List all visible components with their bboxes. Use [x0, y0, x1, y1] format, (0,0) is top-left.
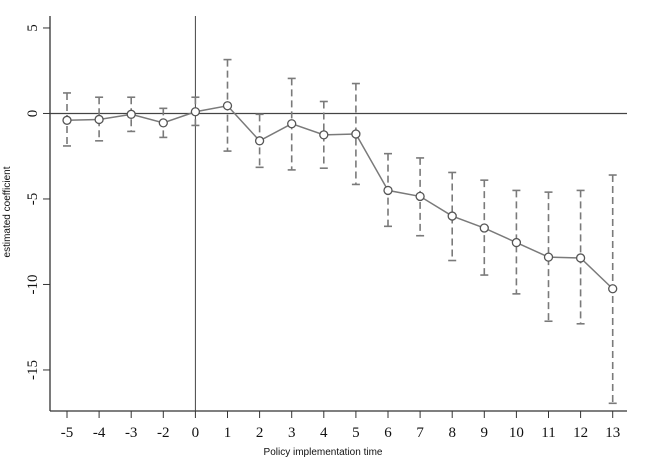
data-point	[62, 115, 72, 125]
y-tick-label: -5	[25, 193, 41, 206]
data-point	[447, 211, 457, 221]
x-tick-label: -5	[61, 425, 74, 441]
y-axis-title: estimated coefficient	[2, 166, 13, 257]
x-axis-ticks: -5 -4 -3 -2 0 1 2 3 4 5 6 7 8 9 10 11 12 13	[61, 411, 620, 441]
x-tick-label: 5	[352, 425, 360, 441]
data-point	[383, 185, 393, 196]
x-axis-title: Policy implementation time	[264, 447, 383, 458]
data-point	[158, 118, 168, 128]
series-line-group	[66, 104, 614, 290]
y-tick-label: -15	[25, 360, 41, 380]
x-tick-label: 0	[192, 425, 200, 441]
x-tick-label: 11	[541, 425, 555, 441]
y-axis-ticks: 5 0 -5 -10 -15	[25, 24, 50, 380]
confidence-intervals	[63, 58, 617, 405]
x-tick-label: 2	[256, 425, 264, 441]
reference-lines	[50, 16, 627, 411]
x-tick-label: 3	[288, 425, 296, 441]
x-tick-label: 1	[224, 425, 232, 441]
x-tick-label: 12	[573, 425, 588, 441]
y-tick-label: 0	[25, 110, 41, 118]
data-point	[319, 130, 329, 140]
x-tick-label: 6	[384, 425, 392, 441]
data-point	[94, 114, 104, 125]
plot-frame	[49, 16, 627, 412]
y-tick-label: -10	[25, 274, 41, 294]
data-point	[190, 107, 201, 117]
y-tick-label: 5	[25, 24, 41, 32]
x-tick-label: 8	[448, 425, 456, 441]
data-point	[479, 223, 489, 233]
data-point	[575, 253, 586, 263]
data-point	[126, 109, 136, 119]
x-tick-label: -2	[157, 425, 170, 441]
point-markers	[62, 101, 618, 294]
data-point	[287, 119, 297, 129]
data-point	[254, 136, 265, 146]
x-tick-label: 4	[320, 425, 328, 441]
data-point	[222, 101, 233, 111]
data-point	[351, 129, 361, 139]
data-point	[543, 252, 554, 262]
x-tick-label: 10	[509, 425, 524, 441]
data-point	[608, 284, 618, 294]
x-tick-label: 13	[605, 425, 620, 441]
x-tick-label: -4	[93, 425, 106, 441]
x-tick-label: 9	[481, 425, 489, 441]
data-point	[511, 237, 522, 248]
series-line	[66, 104, 614, 290]
data-point	[415, 191, 425, 202]
x-tick-label: -3	[125, 425, 138, 441]
x-tick-label: 7	[416, 425, 424, 441]
